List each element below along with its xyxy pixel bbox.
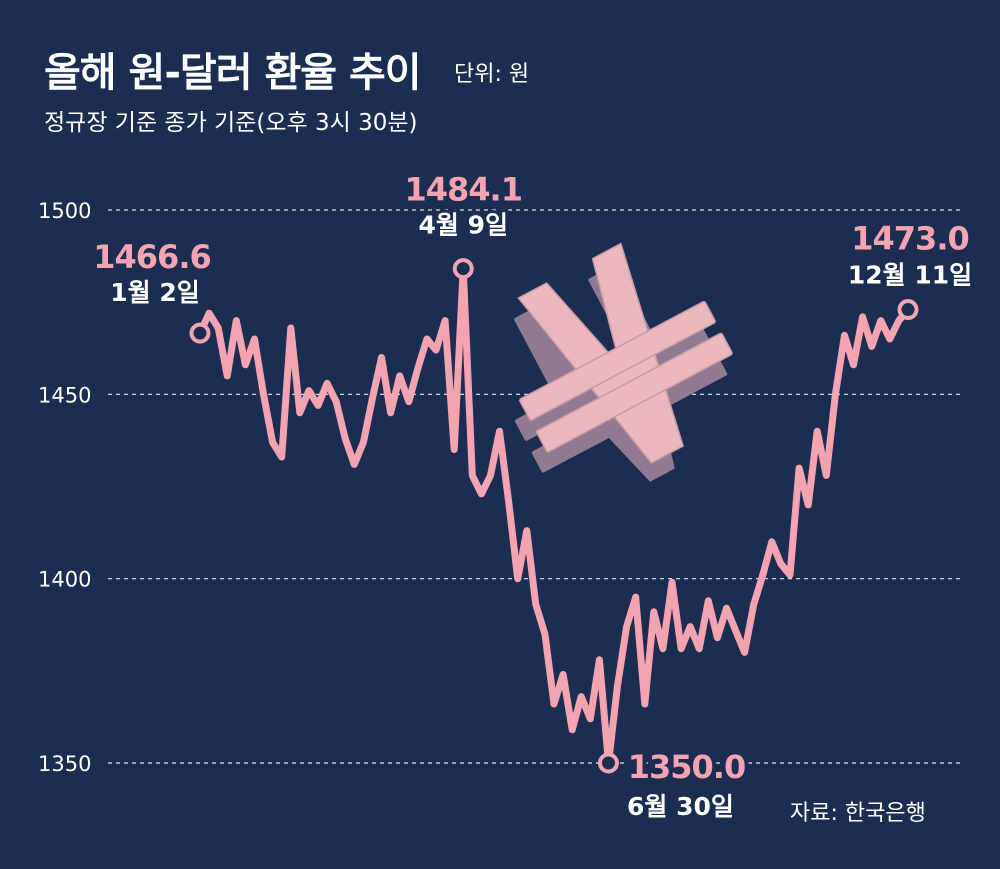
annotation-date-0: 1월 2일: [110, 278, 200, 307]
annotation-marker-78: [897, 299, 919, 321]
annotation-value-0: 1466.6: [93, 238, 210, 276]
annotation-marker-29: [452, 258, 474, 280]
annotation-marker-0: [189, 322, 211, 344]
unit-label: 단위: 원: [454, 62, 530, 87]
annotation-value-78: 1473.0: [851, 220, 968, 258]
annotations: 1466.61월 2일 1484.14월 9일 1350.0 6월 30일 1473.0…: [89, 167, 975, 824]
annotation-date-29: 4월 9일: [418, 211, 508, 240]
page-subtitle: 정규장 기준 종가 기준(오후 3시 30분): [44, 110, 418, 136]
source-label: 자료: 한국은행: [790, 801, 926, 826]
y-tick-label-1500: 1500: [38, 199, 91, 223]
annotation-value-45: 1350.0: [628, 748, 745, 786]
annotation-date-78: 12월 11일: [848, 261, 972, 290]
y-tick-label-1400: 1400: [38, 568, 91, 592]
annotation-date-45: 6월 30일: [627, 792, 734, 821]
y-tick-label-1450: 1450: [38, 383, 91, 407]
annotation-value-29: 1484.1: [404, 171, 521, 209]
series-line: [196, 265, 912, 767]
y-tick-label-1350: 1350: [38, 752, 91, 776]
page-title: 올해 원-달러 환율 추이: [44, 50, 422, 96]
annotation-marker-45: [597, 752, 619, 774]
won-currency-3d-icon: [514, 242, 733, 482]
y-axis-tick-labels: 1350 1400 1450 1500: [38, 199, 91, 776]
